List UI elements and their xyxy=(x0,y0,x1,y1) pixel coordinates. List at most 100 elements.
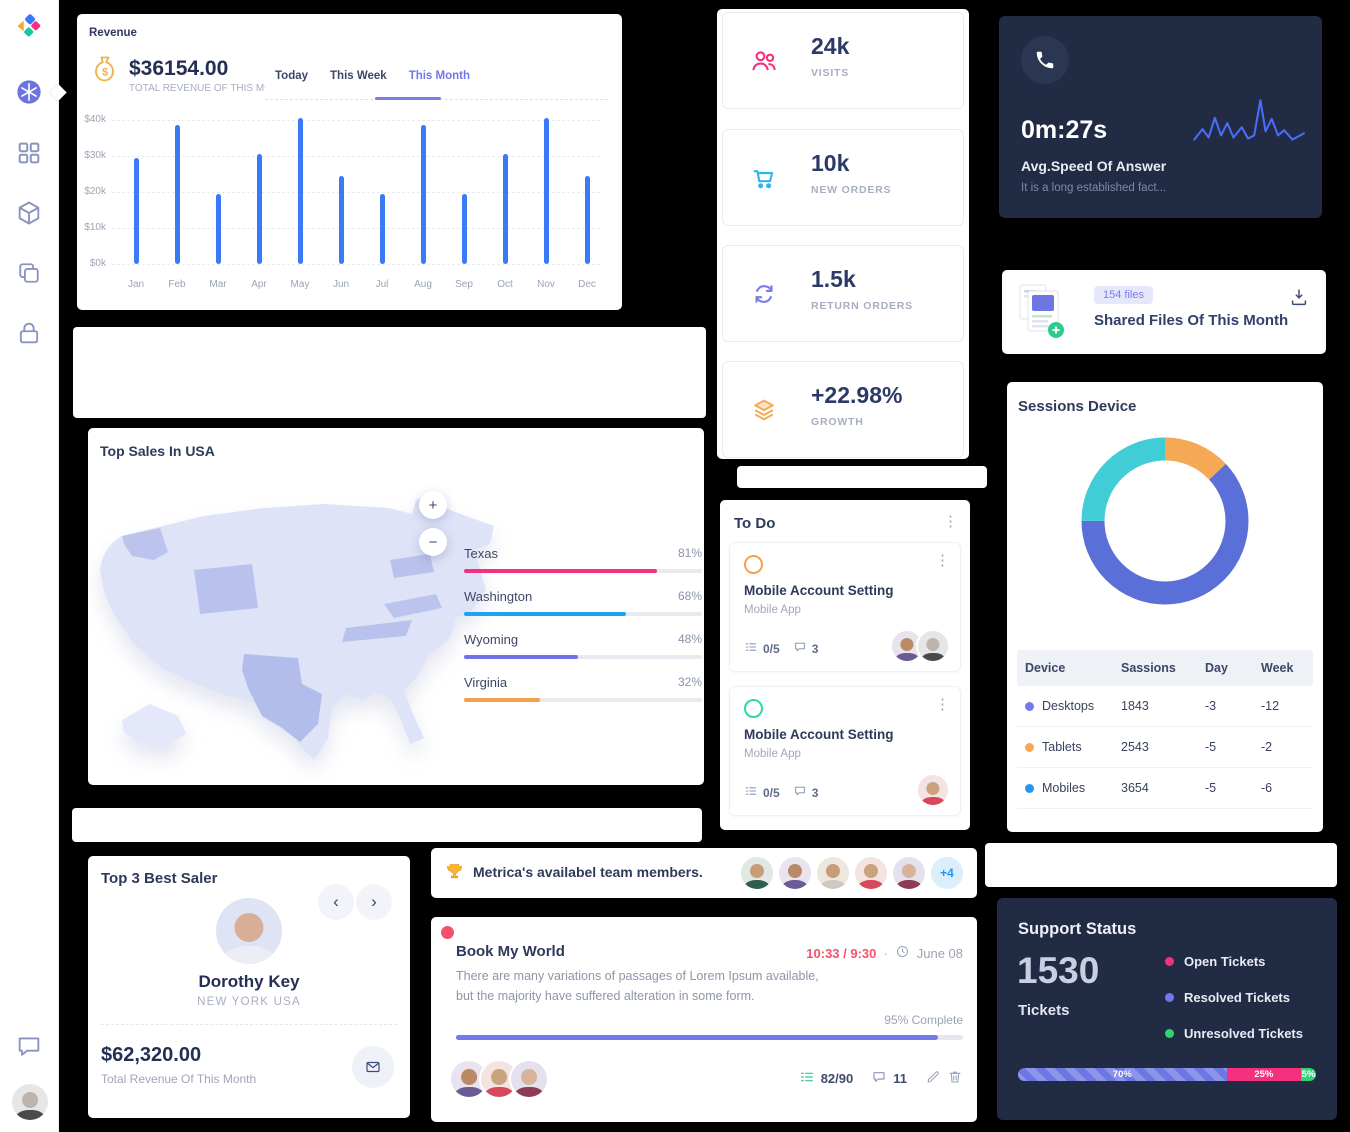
trophy-icon xyxy=(444,862,465,883)
revenue-bar[interactable] xyxy=(379,193,385,264)
phone-icon xyxy=(1021,36,1069,84)
revenue-bar[interactable] xyxy=(502,154,508,264)
clock-icon xyxy=(895,944,910,962)
task-project: Mobile App xyxy=(744,748,801,760)
sidebar-user-avatar[interactable] xyxy=(12,1084,48,1120)
y-axis-tick: $10k xyxy=(84,222,106,233)
sessions-table: Device Sassions Day Week Desktops 1843 -3 -12 Ta… xyxy=(1017,650,1313,809)
task-avatars xyxy=(449,1059,549,1099)
saler-revenue-label: Total Revenue Of This Month xyxy=(101,1072,257,1086)
stat-tile-return-orders[interactable]: 1.5k RETURN ORDERS xyxy=(722,245,964,342)
mail-button[interactable] xyxy=(352,1046,394,1088)
todo-task-card[interactable]: ⋮ Mobile Account Setting Mobile App 0/5 3 xyxy=(729,542,961,672)
bar-segment: 70% xyxy=(1018,1068,1227,1081)
avg-speed-value: 0m:27s xyxy=(1021,116,1108,144)
usa-map[interactable] xyxy=(94,486,524,776)
avatar xyxy=(916,773,950,807)
empty-strip xyxy=(985,843,1337,887)
files-count-badge: 154 files xyxy=(1094,286,1153,304)
state-progress-track xyxy=(464,655,702,659)
tab-today[interactable]: Today xyxy=(275,70,309,82)
task-avatars xyxy=(890,629,950,663)
widgets-grid-icon[interactable] xyxy=(15,139,43,167)
revenue-bar[interactable] xyxy=(461,193,467,264)
shared-files-card: 154 files Shared Files Of This Month xyxy=(1002,270,1326,354)
chat-icon[interactable] xyxy=(15,1032,43,1060)
table-row[interactable]: Desktops 1843 -3 -12 xyxy=(1017,686,1313,727)
download-icon[interactable] xyxy=(1288,286,1310,308)
saler-revenue: $62,320.00 xyxy=(101,1044,202,1066)
next-arrow-button[interactable]: › xyxy=(356,884,392,920)
revenue-bar[interactable] xyxy=(543,118,549,264)
state-sales-row: Wyoming 48% xyxy=(464,632,702,659)
state-percent: 32% xyxy=(677,675,702,689)
dashed-divider xyxy=(101,1024,397,1025)
donut-segment[interactable] xyxy=(1081,437,1249,605)
edit-icon[interactable] xyxy=(925,1069,941,1088)
map-zoom-in-button[interactable]: + xyxy=(419,491,447,519)
legend-dot xyxy=(1165,1029,1174,1038)
revenue-amount: $36154.00 xyxy=(129,57,229,80)
avatar[interactable] xyxy=(741,857,773,889)
state-sales-row: Texas 81% xyxy=(464,546,702,573)
tab-this-week[interactable]: This Week xyxy=(330,70,387,82)
todo-menu-icon[interactable]: ⋮ xyxy=(943,513,958,530)
avatar[interactable] xyxy=(855,857,887,889)
state-percent: 81% xyxy=(677,546,702,560)
x-axis-label: Aug xyxy=(414,279,432,290)
avatar[interactable] xyxy=(779,857,811,889)
support-title: Support Status xyxy=(1018,920,1137,938)
top-sales-title: Top Sales In USA xyxy=(100,443,215,459)
sessions-donut-chart xyxy=(1070,426,1260,616)
column-header: Day xyxy=(1205,661,1228,675)
lock-icon[interactable] xyxy=(15,319,43,347)
donut-segment[interactable] xyxy=(1081,437,1249,605)
task-menu-icon[interactable]: ⋮ xyxy=(935,696,950,713)
avatar[interactable] xyxy=(893,857,925,889)
revenue-bar[interactable] xyxy=(174,125,180,264)
task-project: Mobile App xyxy=(744,604,801,616)
checklist-count: 0/5 xyxy=(763,641,780,656)
x-axis-label: Dec xyxy=(578,279,596,290)
revenue-bar[interactable] xyxy=(338,175,344,264)
y-axis-tick: $30k xyxy=(84,150,106,161)
revenue-bar[interactable] xyxy=(584,175,590,264)
map-zoom-out-button[interactable]: − xyxy=(419,528,447,556)
revenue-card: Revenue $ $36154.00 TOTAL REVENUE OF THI… xyxy=(77,14,622,310)
avatar[interactable] xyxy=(817,857,849,889)
legend-dot xyxy=(1025,742,1034,752)
column-header: Week xyxy=(1261,661,1294,675)
stat-label: VISITS xyxy=(811,67,850,79)
task-title: Mobile Account Setting xyxy=(744,727,894,742)
week-cell: -6 xyxy=(1261,781,1273,795)
todo-card: To Do ⋮ ⋮ Mobile Account Setting Mobile Ap… xyxy=(720,500,970,830)
revenue-bar[interactable] xyxy=(256,154,262,264)
tab-this-month[interactable]: This Month xyxy=(408,70,471,82)
revenue-bar[interactable] xyxy=(297,118,303,264)
y-axis-tick: $0k xyxy=(89,258,106,269)
revenue-bar[interactable] xyxy=(215,193,221,264)
legend-label: Open Tickets xyxy=(1184,954,1266,969)
app-logo-icon[interactable] xyxy=(15,12,43,40)
stat-tile-new-orders[interactable]: 10k NEW ORDERS xyxy=(722,129,964,226)
tickets-label: Tickets xyxy=(1018,1002,1070,1019)
prev-arrow-button[interactable]: ‹ xyxy=(318,884,354,920)
priority-dot xyxy=(441,926,454,939)
dashboard-icon[interactable] xyxy=(15,78,43,106)
revenue-bar[interactable] xyxy=(133,157,139,264)
task-menu-icon[interactable]: ⋮ xyxy=(935,552,950,569)
delete-icon[interactable] xyxy=(947,1069,963,1088)
todo-task-card[interactable]: ⋮ Mobile Account Setting Mobile App 0/5 3 xyxy=(729,686,961,816)
x-axis-label: Jan xyxy=(127,279,145,290)
package-icon[interactable] xyxy=(15,199,43,227)
table-row[interactable]: Mobiles 3654 -5 -6 xyxy=(1017,768,1313,809)
task-meta: 0/5 3 xyxy=(744,784,818,801)
revenue-bar[interactable] xyxy=(420,125,426,264)
stat-tile-growth[interactable]: +22.98% GROWTH xyxy=(722,361,964,458)
top-sales-card: Top Sales In USA + − Texas 81% Washington 6… xyxy=(88,428,704,785)
state-progress-track xyxy=(464,612,702,616)
copy-pages-icon[interactable] xyxy=(15,259,43,287)
table-row[interactable]: Tablets 2543 -5 -2 xyxy=(1017,727,1313,768)
more-members-badge[interactable]: +4 xyxy=(931,857,963,889)
stat-tile-visits[interactable]: 24k VISITS xyxy=(722,12,964,109)
